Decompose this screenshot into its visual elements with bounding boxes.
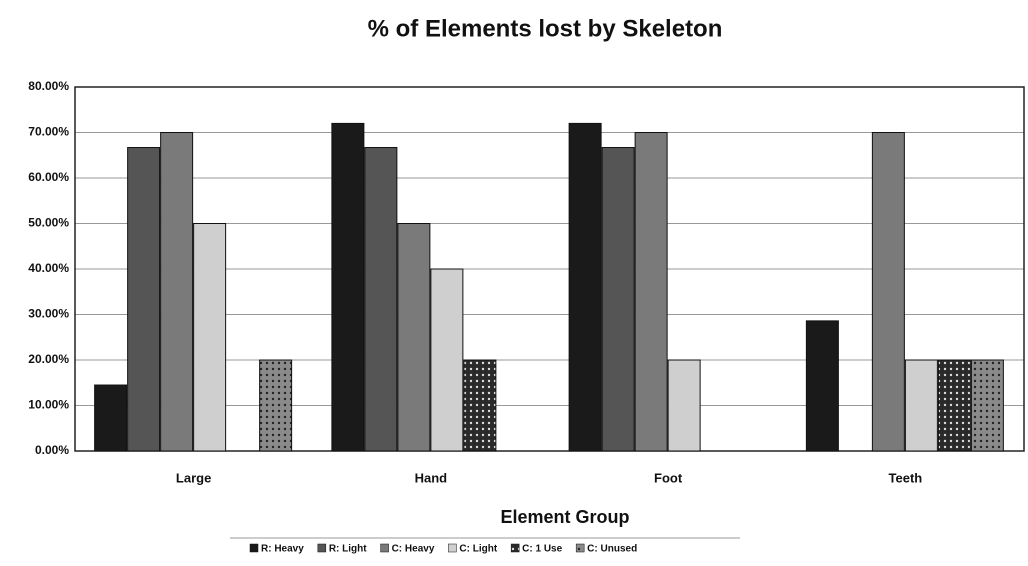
bar — [601, 147, 635, 452]
y-tick-label: 20.00% — [28, 352, 69, 366]
bar — [634, 132, 668, 452]
bar — [430, 268, 464, 452]
bar — [364, 147, 398, 452]
bar — [397, 223, 431, 452]
legend-swatch — [317, 543, 327, 553]
bar — [904, 359, 938, 452]
legend-swatch — [510, 543, 520, 553]
legend-label: C: Light — [459, 544, 497, 555]
x-tick-label: Foot — [654, 470, 683, 485]
bar — [331, 122, 365, 452]
legend-label: C: Heavy — [392, 544, 435, 555]
bar — [463, 359, 497, 452]
x-tick-label: Teeth — [889, 470, 923, 485]
bar — [160, 132, 194, 452]
legend-swatch — [380, 543, 389, 553]
bar — [871, 132, 905, 452]
chart-title: % of Elements lost by Skeleton — [368, 15, 723, 42]
legend-swatch — [575, 543, 585, 553]
plot-frame — [74, 86, 1025, 452]
bar — [259, 359, 293, 452]
y-tick-label: 70.00% — [28, 125, 69, 139]
x-tick-label: Hand — [415, 470, 448, 485]
x-tick-label: Large — [176, 470, 211, 485]
y-tick-label: 10.00% — [28, 398, 69, 412]
legend-label: C: 1 Use — [522, 544, 562, 555]
legend-label: R: Light — [329, 544, 367, 555]
bar — [937, 359, 971, 452]
legend-label: C: Unused — [587, 544, 637, 555]
y-tick-label: 60.00% — [28, 170, 69, 184]
bar — [667, 359, 701, 452]
bar — [568, 122, 602, 452]
bar — [805, 320, 839, 452]
bar — [127, 147, 161, 452]
legend-label: R: Heavy — [261, 544, 304, 555]
y-tick-label: 40.00% — [28, 261, 69, 275]
bar — [94, 384, 128, 452]
y-tick-label: 50.00% — [28, 216, 69, 230]
y-tick-label: 0.00% — [35, 443, 69, 457]
bar — [970, 359, 1004, 452]
y-tick-label: 80.00% — [28, 79, 69, 93]
y-tick-label: 30.00% — [28, 307, 69, 321]
legend-swatch — [448, 543, 457, 553]
x-axis-label: Element Group — [500, 507, 629, 527]
legend-swatch — [249, 543, 259, 553]
bar — [193, 223, 227, 452]
